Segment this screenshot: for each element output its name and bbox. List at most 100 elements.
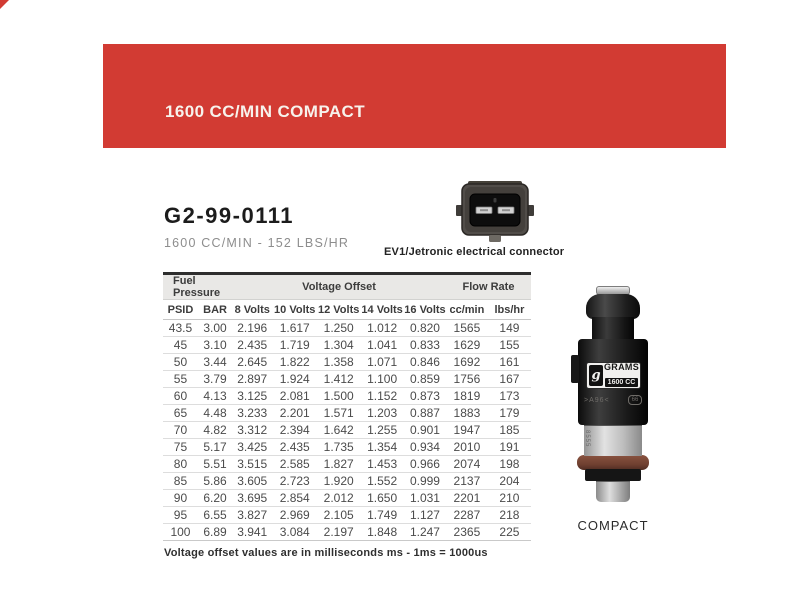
- table-cell: 1.822: [272, 353, 318, 371]
- table-cell: 6.55: [197, 506, 233, 524]
- injector-marking-left: >A96<: [584, 396, 610, 404]
- table-cell: 2137: [445, 472, 488, 490]
- table-cell: 179: [487, 404, 531, 422]
- col-header-16v: 16 Volts: [404, 299, 446, 320]
- table-row: 65 4.48 3.233 2.201 1.571 1.203 0.887 1883 179: [163, 404, 531, 422]
- table-cell: 1.827: [317, 455, 361, 473]
- table-cell: 0.887: [404, 404, 446, 422]
- table-cell: 1.920: [317, 472, 361, 490]
- table-cell: 0.966: [404, 455, 446, 473]
- injector-top-cap: [586, 294, 640, 319]
- connector-caption: EV1/Jetronic electrical connector: [384, 246, 565, 258]
- table-cell: 3.695: [232, 489, 273, 507]
- table-cell: 204: [487, 472, 531, 490]
- table-cell: 1.412: [317, 370, 361, 388]
- part-number: G2-99-0111: [164, 203, 294, 228]
- table-cell: 1819: [445, 387, 488, 405]
- table-cell: 60: [163, 387, 198, 405]
- table-cell: 3.125: [232, 387, 273, 405]
- table-cell: 1883: [445, 404, 488, 422]
- table-cell: 6.20: [197, 489, 233, 507]
- voltage-offset-footnote: Voltage offset values are in millisecond…: [164, 547, 488, 559]
- table-row: 75 5.17 3.425 2.435 1.735 1.354 0.934 2010 191: [163, 438, 531, 456]
- table-cell: 3.79: [197, 370, 233, 388]
- table-cell: 0.901: [404, 421, 446, 439]
- table-cell: 0.833: [404, 336, 446, 354]
- table-cell: 1.848: [360, 523, 404, 541]
- table-group-header-row: Fuel Pressure Voltage Offset Flow Rate: [163, 273, 531, 300]
- table-cell: 1.500: [317, 387, 361, 405]
- table-cell: 6.89: [197, 523, 233, 541]
- table-cell: 1.453: [360, 455, 404, 473]
- table-row: 100 6.89 3.941 3.084 2.197 1.848 1.247 2365 225: [163, 523, 531, 541]
- table-cell: 1.127: [404, 506, 446, 524]
- table-cell: 1629: [445, 336, 488, 354]
- table-cell: 65: [163, 404, 198, 422]
- table-cell: 0.820: [404, 319, 446, 337]
- grams-logo-icon: g: [589, 365, 603, 386]
- table-cell: 225: [487, 523, 531, 541]
- injector-brand-label: g GRAMS 1600 CC: [587, 363, 640, 388]
- table-cell: 3.605: [232, 472, 273, 490]
- table-cell: 2201: [445, 489, 488, 507]
- injector-marking-badge: 66: [628, 395, 642, 405]
- table-cell: 2.723: [272, 472, 318, 490]
- table-cell: 149: [487, 319, 531, 337]
- table-cell: 1.571: [317, 404, 361, 422]
- table-cell: 1.031: [404, 489, 446, 507]
- table-cell: 1.354: [360, 438, 404, 456]
- table-cell: 100: [163, 523, 198, 541]
- col-header-10v: 10 Volts: [272, 299, 318, 320]
- col-header-12v: 12 Volts: [317, 299, 361, 320]
- table-cell: 2.435: [232, 336, 273, 354]
- table-cell: 3.44: [197, 353, 233, 371]
- table-cell: 4.82: [197, 421, 233, 439]
- table-cell: 3.941: [232, 523, 273, 541]
- table-cell: 2.105: [317, 506, 361, 524]
- table-cell: 198: [487, 455, 531, 473]
- table-cell: 161: [487, 353, 531, 371]
- table-cell: 90: [163, 489, 198, 507]
- table-cell: 2010: [445, 438, 488, 456]
- table-cell: 43.5: [163, 319, 198, 337]
- group-header-flow-rate: Flow Rate: [445, 273, 531, 300]
- header-banner: 1600 CC/MIN COMPACT: [103, 44, 726, 148]
- table-row: 50 3.44 2.645 1.822 1.358 1.071 0.846 1692 161: [163, 353, 531, 371]
- table-cell: 5.86: [197, 472, 233, 490]
- col-header-bar: BAR: [197, 299, 233, 320]
- table-row: 95 6.55 3.827 2.969 2.105 1.749 1.127 2287 218: [163, 506, 531, 524]
- table-row: 55 3.79 2.897 1.924 1.412 1.100 0.859 1756 167: [163, 370, 531, 388]
- table-row: 60 4.13 3.125 2.081 1.500 1.152 0.873 1819 173: [163, 387, 531, 405]
- table-cell: 3.10: [197, 336, 233, 354]
- table-row: 90 6.20 3.695 2.854 2.012 1.650 1.031 2201 210: [163, 489, 531, 507]
- table-cell: 1.012: [360, 319, 404, 337]
- injector-neck: [592, 317, 634, 339]
- table-cell: 5.17: [197, 438, 233, 456]
- table-cell: 3.00: [197, 319, 233, 337]
- injector-photo: g GRAMS 1600 CC >A96< 66 8555: [568, 286, 658, 502]
- table-cell: 0.846: [404, 353, 446, 371]
- ev1-connector-icon: [456, 180, 534, 242]
- table-row: 80 5.51 3.515 2.585 1.827 1.453 0.966 2074 198: [163, 455, 531, 473]
- table-cell: 80: [163, 455, 198, 473]
- table-cell: 2287: [445, 506, 488, 524]
- table-cell: 0.934: [404, 438, 446, 456]
- injector-nozzle: [596, 481, 630, 502]
- table-cell: 85: [163, 472, 198, 490]
- table-row: 85 5.86 3.605 2.723 1.920 1.552 0.999 2137 204: [163, 472, 531, 490]
- table-cell: 1.255: [360, 421, 404, 439]
- table-cell: 0.999: [404, 472, 446, 490]
- injector-oring: [577, 455, 649, 470]
- table-cell: 4.13: [197, 387, 233, 405]
- table-cell: 191: [487, 438, 531, 456]
- ev1-connector-drawing: [456, 181, 534, 242]
- table-cell: 2.969: [272, 506, 318, 524]
- col-header-psid: PSID: [163, 299, 198, 320]
- group-header-fuel-pressure: Fuel Pressure: [163, 273, 233, 300]
- table-cell: 45: [163, 336, 198, 354]
- table-cell: 1.250: [317, 319, 361, 337]
- table-cell: 1.719: [272, 336, 318, 354]
- table-cell: 3.425: [232, 438, 273, 456]
- table-cell: 1.203: [360, 404, 404, 422]
- page-title: 1600 CC/MIN COMPACT: [165, 102, 365, 121]
